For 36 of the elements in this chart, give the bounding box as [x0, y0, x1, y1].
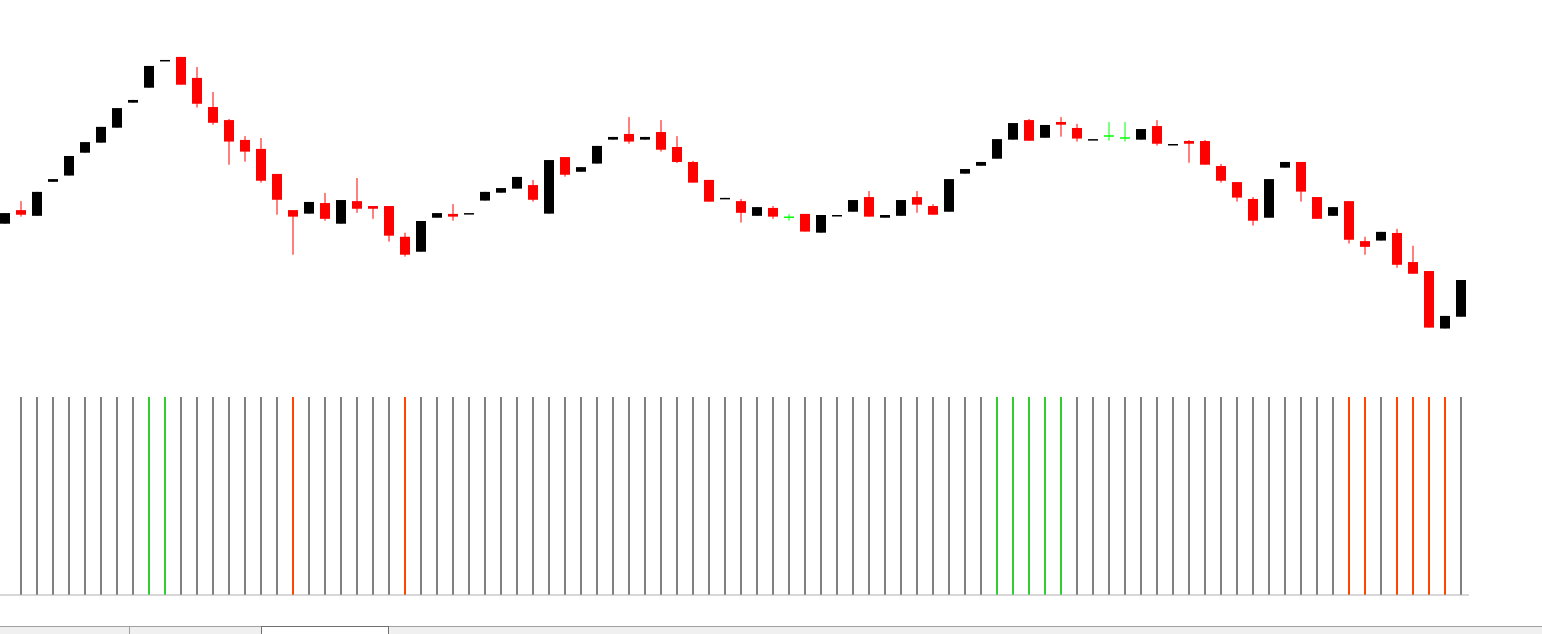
candlestick — [320, 192, 330, 222]
candlestick — [864, 190, 874, 218]
candlestick — [1152, 119, 1162, 147]
candlestick — [208, 91, 218, 126]
candlestick — [1248, 196, 1258, 227]
candlestick — [240, 135, 250, 163]
candlestick — [288, 209, 298, 256]
candlestick — [1200, 139, 1210, 166]
candlestick — [783, 213, 795, 222]
candlestick — [336, 199, 346, 225]
candlestick — [528, 179, 538, 203]
candlestick — [1360, 236, 1370, 256]
candlestick — [224, 118, 234, 166]
candlestick — [1216, 163, 1226, 184]
candlestick — [672, 135, 682, 164]
candlestick — [992, 138, 1002, 160]
candlestick — [1184, 139, 1194, 164]
candlestick — [912, 190, 922, 214]
candlestick — [1024, 118, 1034, 142]
candlestick — [352, 177, 362, 214]
candlestick — [448, 203, 458, 222]
candlestick — [1119, 121, 1131, 143]
candlestick — [112, 107, 122, 129]
candlestick — [1232, 181, 1242, 203]
candlestick — [688, 160, 698, 184]
candlestick — [656, 119, 666, 153]
candlestick — [736, 198, 746, 224]
candlestick — [1312, 196, 1322, 220]
candlestick — [560, 156, 570, 178]
candlestick — [400, 232, 410, 258]
candlestick — [1408, 245, 1418, 275]
candlestick — [16, 200, 26, 218]
candlestick — [1056, 116, 1066, 138]
candlestick — [624, 116, 634, 145]
candlestick — [1103, 121, 1115, 142]
candlestick — [368, 205, 378, 220]
